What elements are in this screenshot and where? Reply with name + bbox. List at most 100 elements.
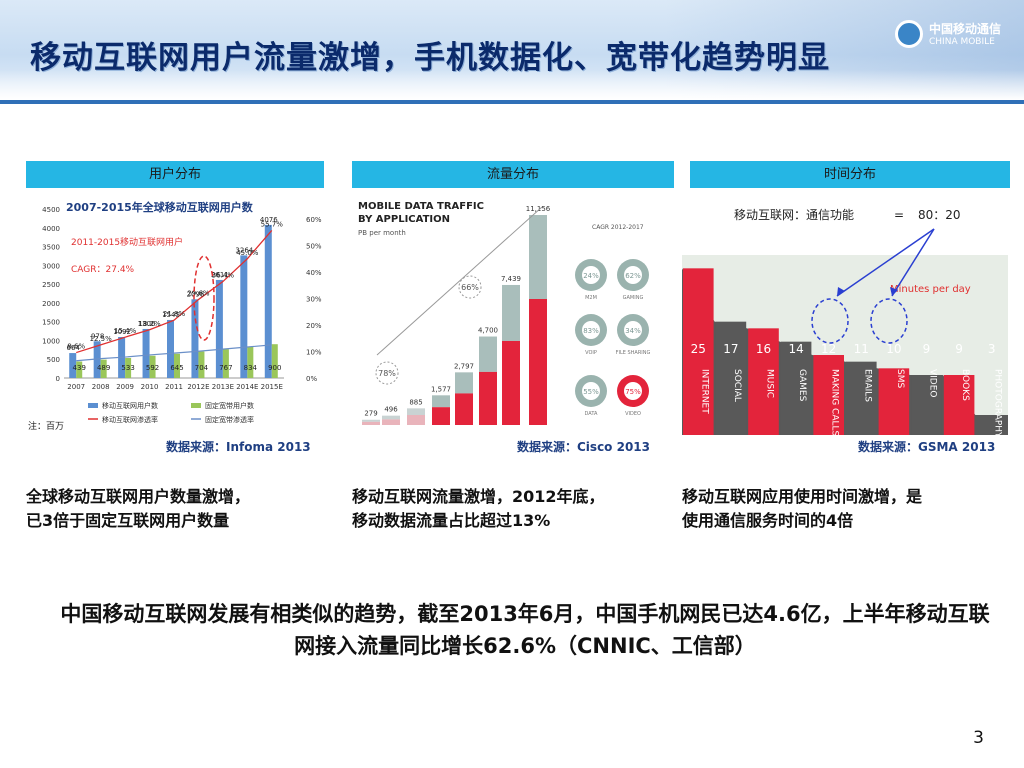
slide-title: 移动互联网用户流量激增，手机数据化、宽带化趋势明显 <box>30 40 830 76</box>
x-tick-label: 2008 <box>92 383 110 391</box>
traffic-bar-other <box>432 395 450 408</box>
traffic-bar-value: 885 <box>409 398 422 406</box>
x-tick-label: 2015E <box>261 383 283 391</box>
time-bar-value: 25 <box>691 342 706 356</box>
x-tick-label: 2010 <box>141 383 159 391</box>
cagr-circle-2-label: 66% <box>461 283 479 292</box>
users-source: 数据来源：Infoma 2013 <box>166 440 311 454</box>
y-tick-label: 2500 <box>42 281 60 289</box>
time-category-label: SOCIAL <box>732 369 742 402</box>
bar-value-mobile: 664 <box>67 344 81 352</box>
china-mobile-logo: 中国移动通信 CHINA MOBILE <box>895 18 1010 54</box>
donut-value: 24% <box>583 272 599 280</box>
ratio-value: 80：20 <box>918 208 961 222</box>
bar-value-broadband: 533 <box>121 364 134 372</box>
y-tick-label: 0 <box>56 375 60 383</box>
logo-text-en: CHINA MOBILE <box>929 37 995 47</box>
time-bar <box>846 361 877 435</box>
bar-broadband-users <box>198 351 205 378</box>
cagr-circle-1 <box>375 361 399 385</box>
highlight-sms-ellipse <box>870 298 908 344</box>
donut-hole <box>582 382 600 400</box>
donut-label: DATA <box>585 411 598 417</box>
users-chart: 0 500 1000 1500 2000 2500 3000 3500 4000 4500 0% 10… <box>28 200 322 432</box>
y2-tick-label: 10% <box>306 349 322 357</box>
traffic-bar-value: 7,439 <box>501 275 521 283</box>
traffic-bar-video <box>455 393 473 425</box>
time-bar <box>780 341 812 435</box>
bar-value-mobile: 3264 <box>235 246 253 254</box>
time-chart-legend: Minutes per day <box>890 284 971 295</box>
penetration-label: 29.6% <box>187 290 210 298</box>
time-bar-value: 17 <box>723 342 738 356</box>
donut-value: 62% <box>625 272 641 280</box>
time-bar-value: 3 <box>988 342 996 356</box>
bar-mobile-users <box>240 255 248 378</box>
time-bar-value: 10 <box>886 342 901 356</box>
legend-mobile-penetration: 移动互联网渗透率 <box>102 415 158 424</box>
bar-mobile-users <box>167 319 174 378</box>
header-divider <box>0 100 1024 104</box>
time-bar-value: 9 <box>955 342 963 356</box>
panel-head-time: 时间分布 <box>690 161 1010 188</box>
penetration-label: 18.2% <box>138 320 161 328</box>
logo-text-cn: 中国移动通信 <box>929 22 1002 36</box>
bar-value-mobile: 2096 <box>187 290 205 298</box>
traffic-bar-other <box>382 415 400 420</box>
bar-broadband-users <box>125 357 132 378</box>
donut-hole <box>582 321 600 339</box>
donut-hole <box>582 266 600 284</box>
x-tick-label: 2011 <box>165 383 183 391</box>
time-bar-value: 14 <box>788 342 803 356</box>
users-chart-unit-note: 注：百万 <box>28 420 64 432</box>
donut-value: 75% <box>625 388 641 396</box>
bar-value-mobile: 1092 <box>113 328 131 336</box>
bar-mobile-users <box>142 328 150 378</box>
bar-value-broadband: 704 <box>195 364 209 372</box>
caption-time-line2: 使用通信服务时间的4倍 <box>682 511 854 530</box>
donut-label: FILE SHARING <box>616 350 651 356</box>
traffic-bar-video <box>362 421 380 425</box>
y2-tick-label: 40% <box>306 269 322 277</box>
x-tick-label: 2012E <box>187 383 209 391</box>
traffic-bar-video <box>529 299 547 425</box>
bar-value-broadband: 767 <box>219 364 232 372</box>
bar-value-broadband: 489 <box>97 364 110 372</box>
donut-label: M2M <box>585 295 597 301</box>
y-tick-label: 500 <box>47 356 60 364</box>
caption-users-line2: 已3倍于固定互联网用户数量 <box>26 511 230 530</box>
traffic-chart: MOBILE DATA TRAFFIC BY APPLICATION PB pe… <box>358 201 651 425</box>
slide-header <box>0 0 1024 100</box>
highlight-calls-ellipse <box>811 298 849 344</box>
caption-traffic: 移动互联网流量激增，2012年底， 移动数据流量占比超过13% <box>352 485 605 533</box>
traffic-bar-other <box>502 284 520 341</box>
traffic-chart-title-line1: MOBILE DATA TRAFFIC <box>358 201 484 212</box>
bar-value-mobile: 1306 <box>138 320 156 328</box>
penetration-label: 12.5% <box>90 335 113 343</box>
header-fade <box>0 70 1024 100</box>
traffic-bar-other <box>407 408 425 416</box>
time-category-label: PHOTOGRAPHY <box>993 369 1003 438</box>
traffic-bar-other <box>529 215 547 299</box>
arrowhead-sms <box>890 287 898 296</box>
legend-broadband-penetration: 固定宽带渗透率 <box>205 415 254 424</box>
traffic-growth-arrow <box>376 206 543 356</box>
donut-label: VOIP <box>585 350 597 356</box>
time-chart: 移动互联网：通信功能 = 80：20 25 INTERNET 17 SOCIAL 16 M… <box>682 208 1008 438</box>
traffic-bar-other <box>479 336 497 372</box>
x-tick-label: 2007 <box>67 383 85 391</box>
donut-value: 34% <box>625 327 641 335</box>
time-bar <box>976 415 1007 435</box>
legend-swatch-mobile-users <box>88 403 98 408</box>
time-category-label: INTERNET <box>699 369 709 414</box>
cagr-circle-1-label: 78% <box>378 369 396 378</box>
time-category-label: SMS <box>895 369 905 388</box>
caption-time: 移动互联网应用使用时间激增，是 使用通信服务时间的4倍 <box>682 485 922 533</box>
time-category-label: BOOKS <box>960 369 970 401</box>
legend-broadband-users: 固定宽带用户数 <box>205 401 254 410</box>
time-bar <box>813 355 844 435</box>
time-bar-value: 9 <box>923 342 931 356</box>
y2-tick-label: 50% <box>306 243 322 251</box>
traffic-chart-ylabel: PB per month <box>358 229 406 237</box>
caption-time-line1: 移动互联网应用使用时间激增，是 <box>682 487 923 506</box>
